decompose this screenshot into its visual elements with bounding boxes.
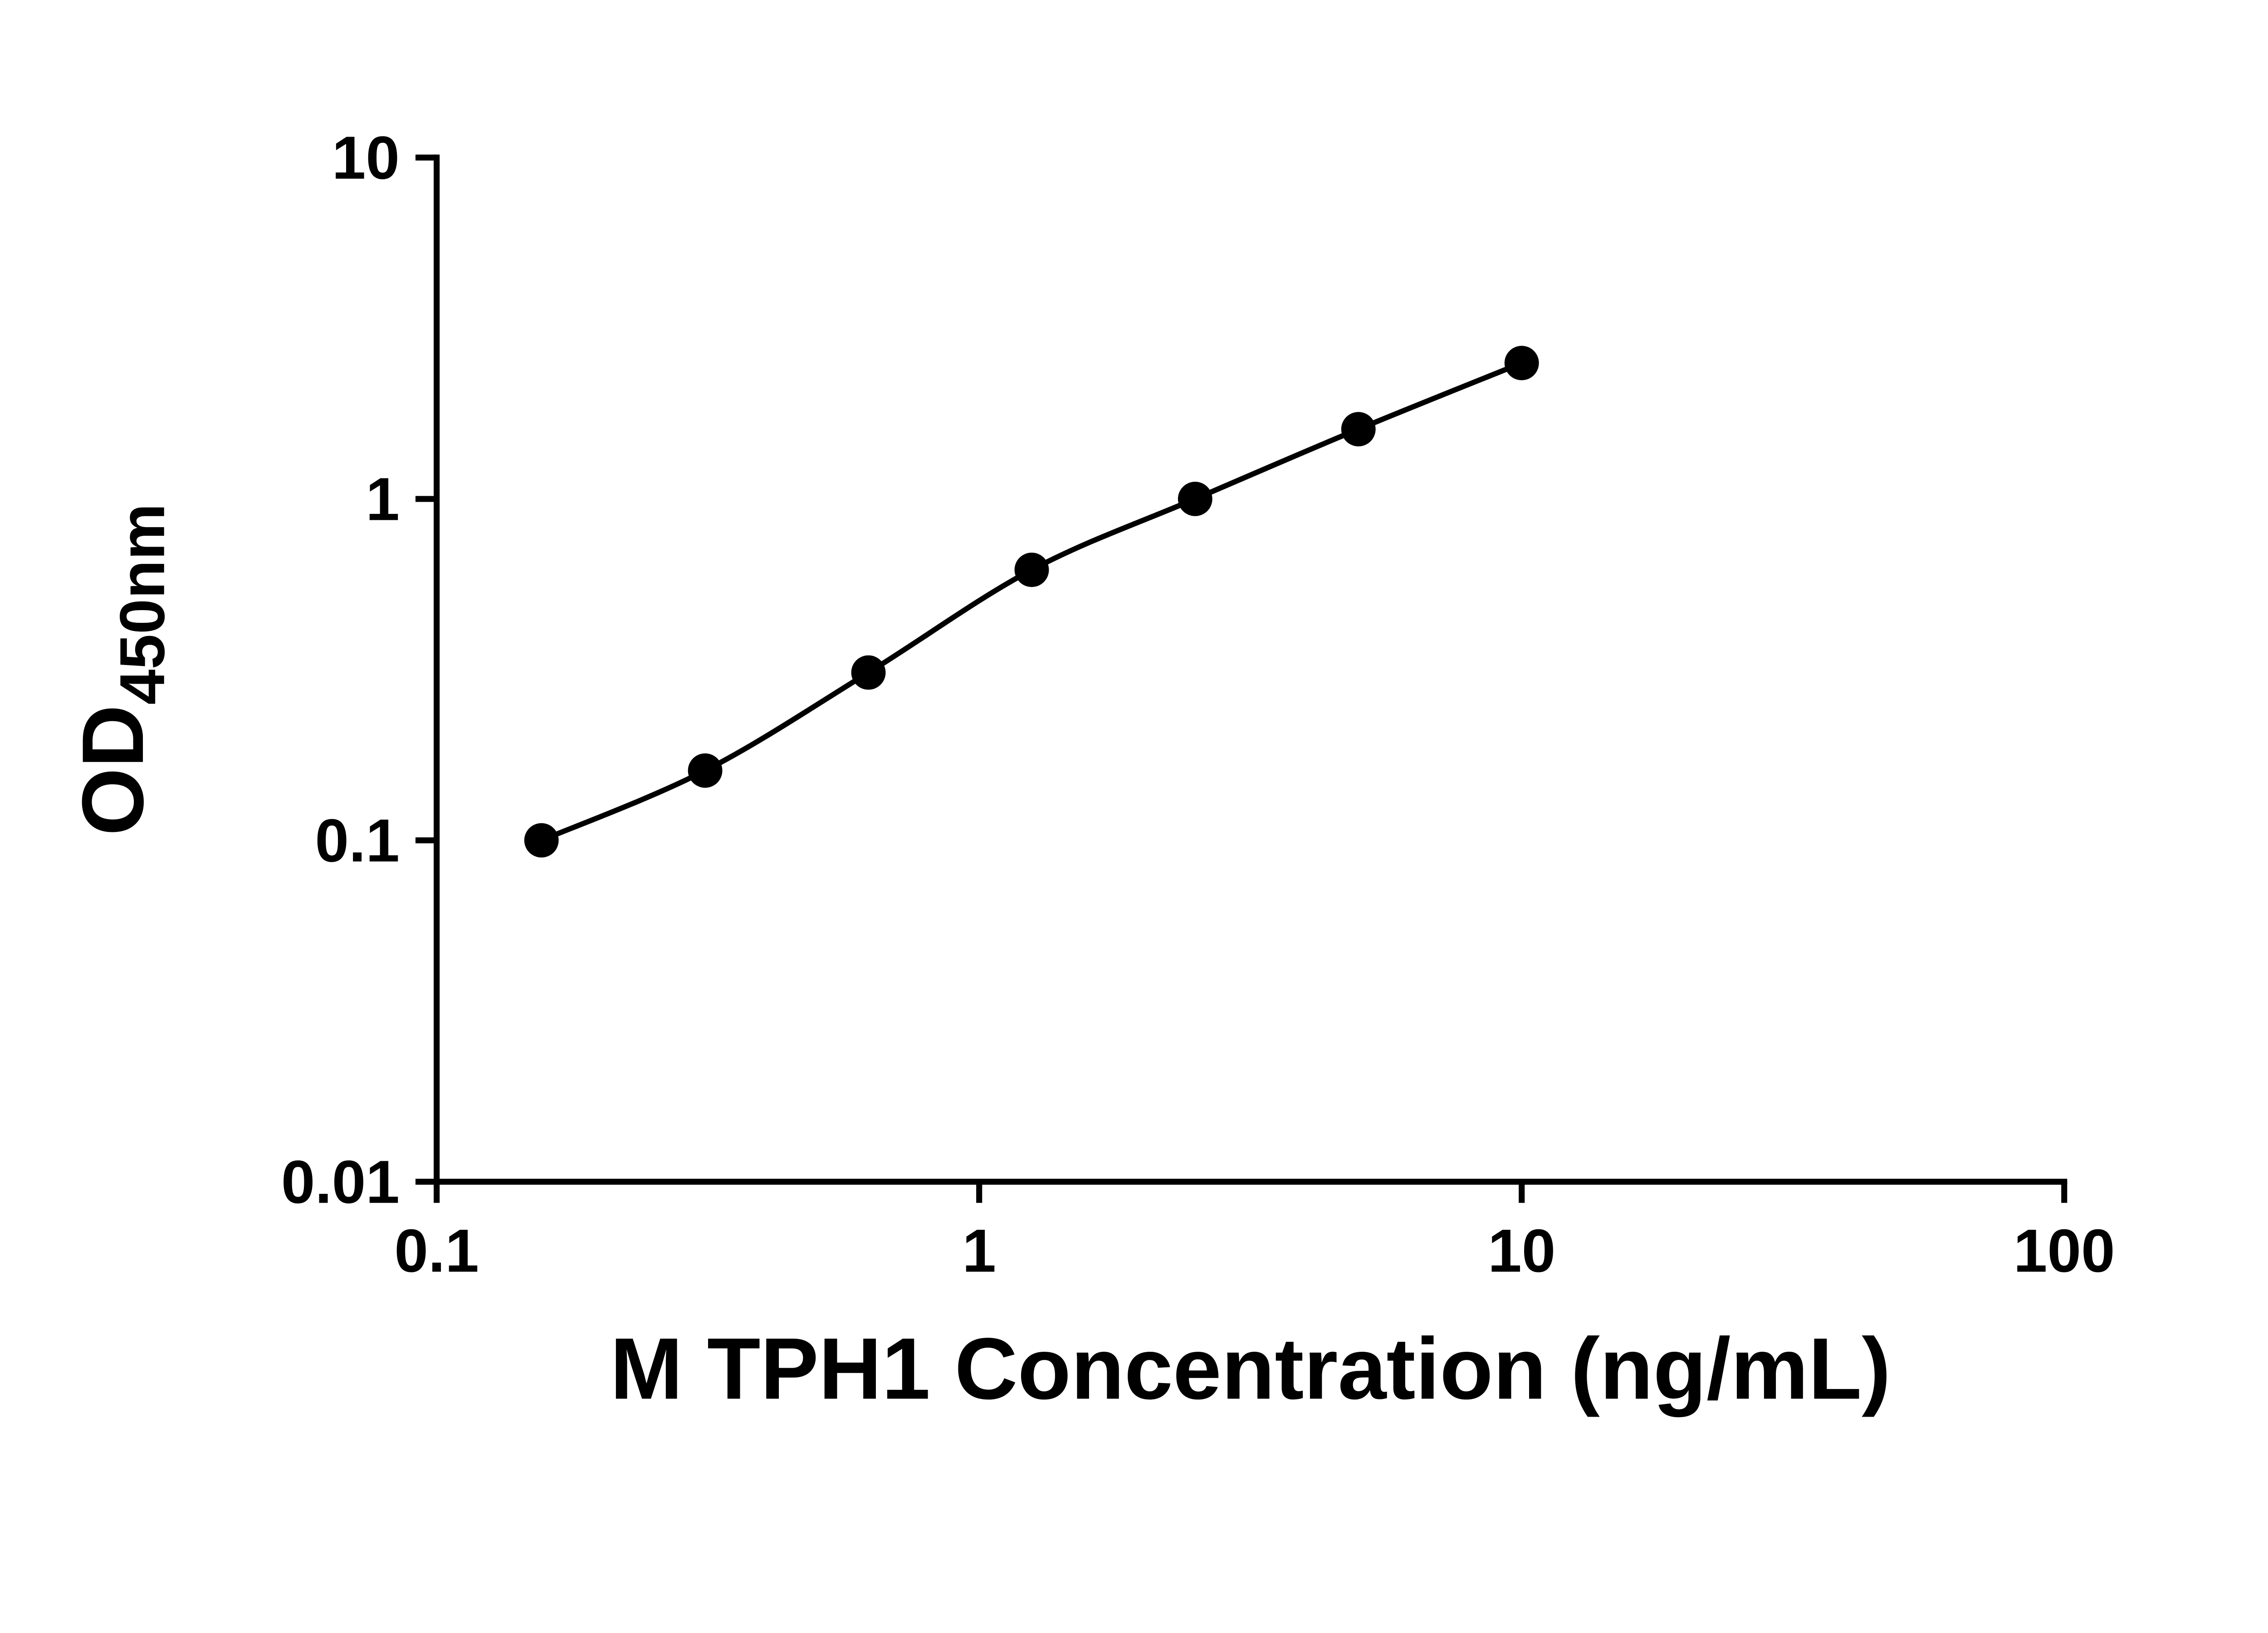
y-tick-label: 0.01 xyxy=(281,1149,400,1216)
y-axis-label-subscript: 450nm xyxy=(107,504,178,705)
data-point xyxy=(1341,412,1376,447)
data-point xyxy=(524,823,559,858)
x-tick-label: 100 xyxy=(2014,1217,2115,1285)
data-point xyxy=(1014,552,1049,587)
y-axis-label: OD450nm xyxy=(64,504,178,836)
data-point xyxy=(851,655,886,690)
x-tick-label: 10 xyxy=(1488,1217,1555,1285)
data-point xyxy=(1504,346,1539,381)
x-axis-label: M TPH1 Concentration (ng/mL) xyxy=(610,1320,1891,1418)
y-tick-label: 0.1 xyxy=(315,807,400,875)
x-tick-label: 1 xyxy=(962,1217,996,1285)
data-point xyxy=(1178,481,1212,516)
y-tick-label: 10 xyxy=(332,124,400,192)
x-tick-label: 0.1 xyxy=(394,1217,479,1285)
data-point xyxy=(688,753,723,788)
y-axis-label-main: OD xyxy=(64,705,161,836)
y-tick-label: 1 xyxy=(366,466,400,533)
